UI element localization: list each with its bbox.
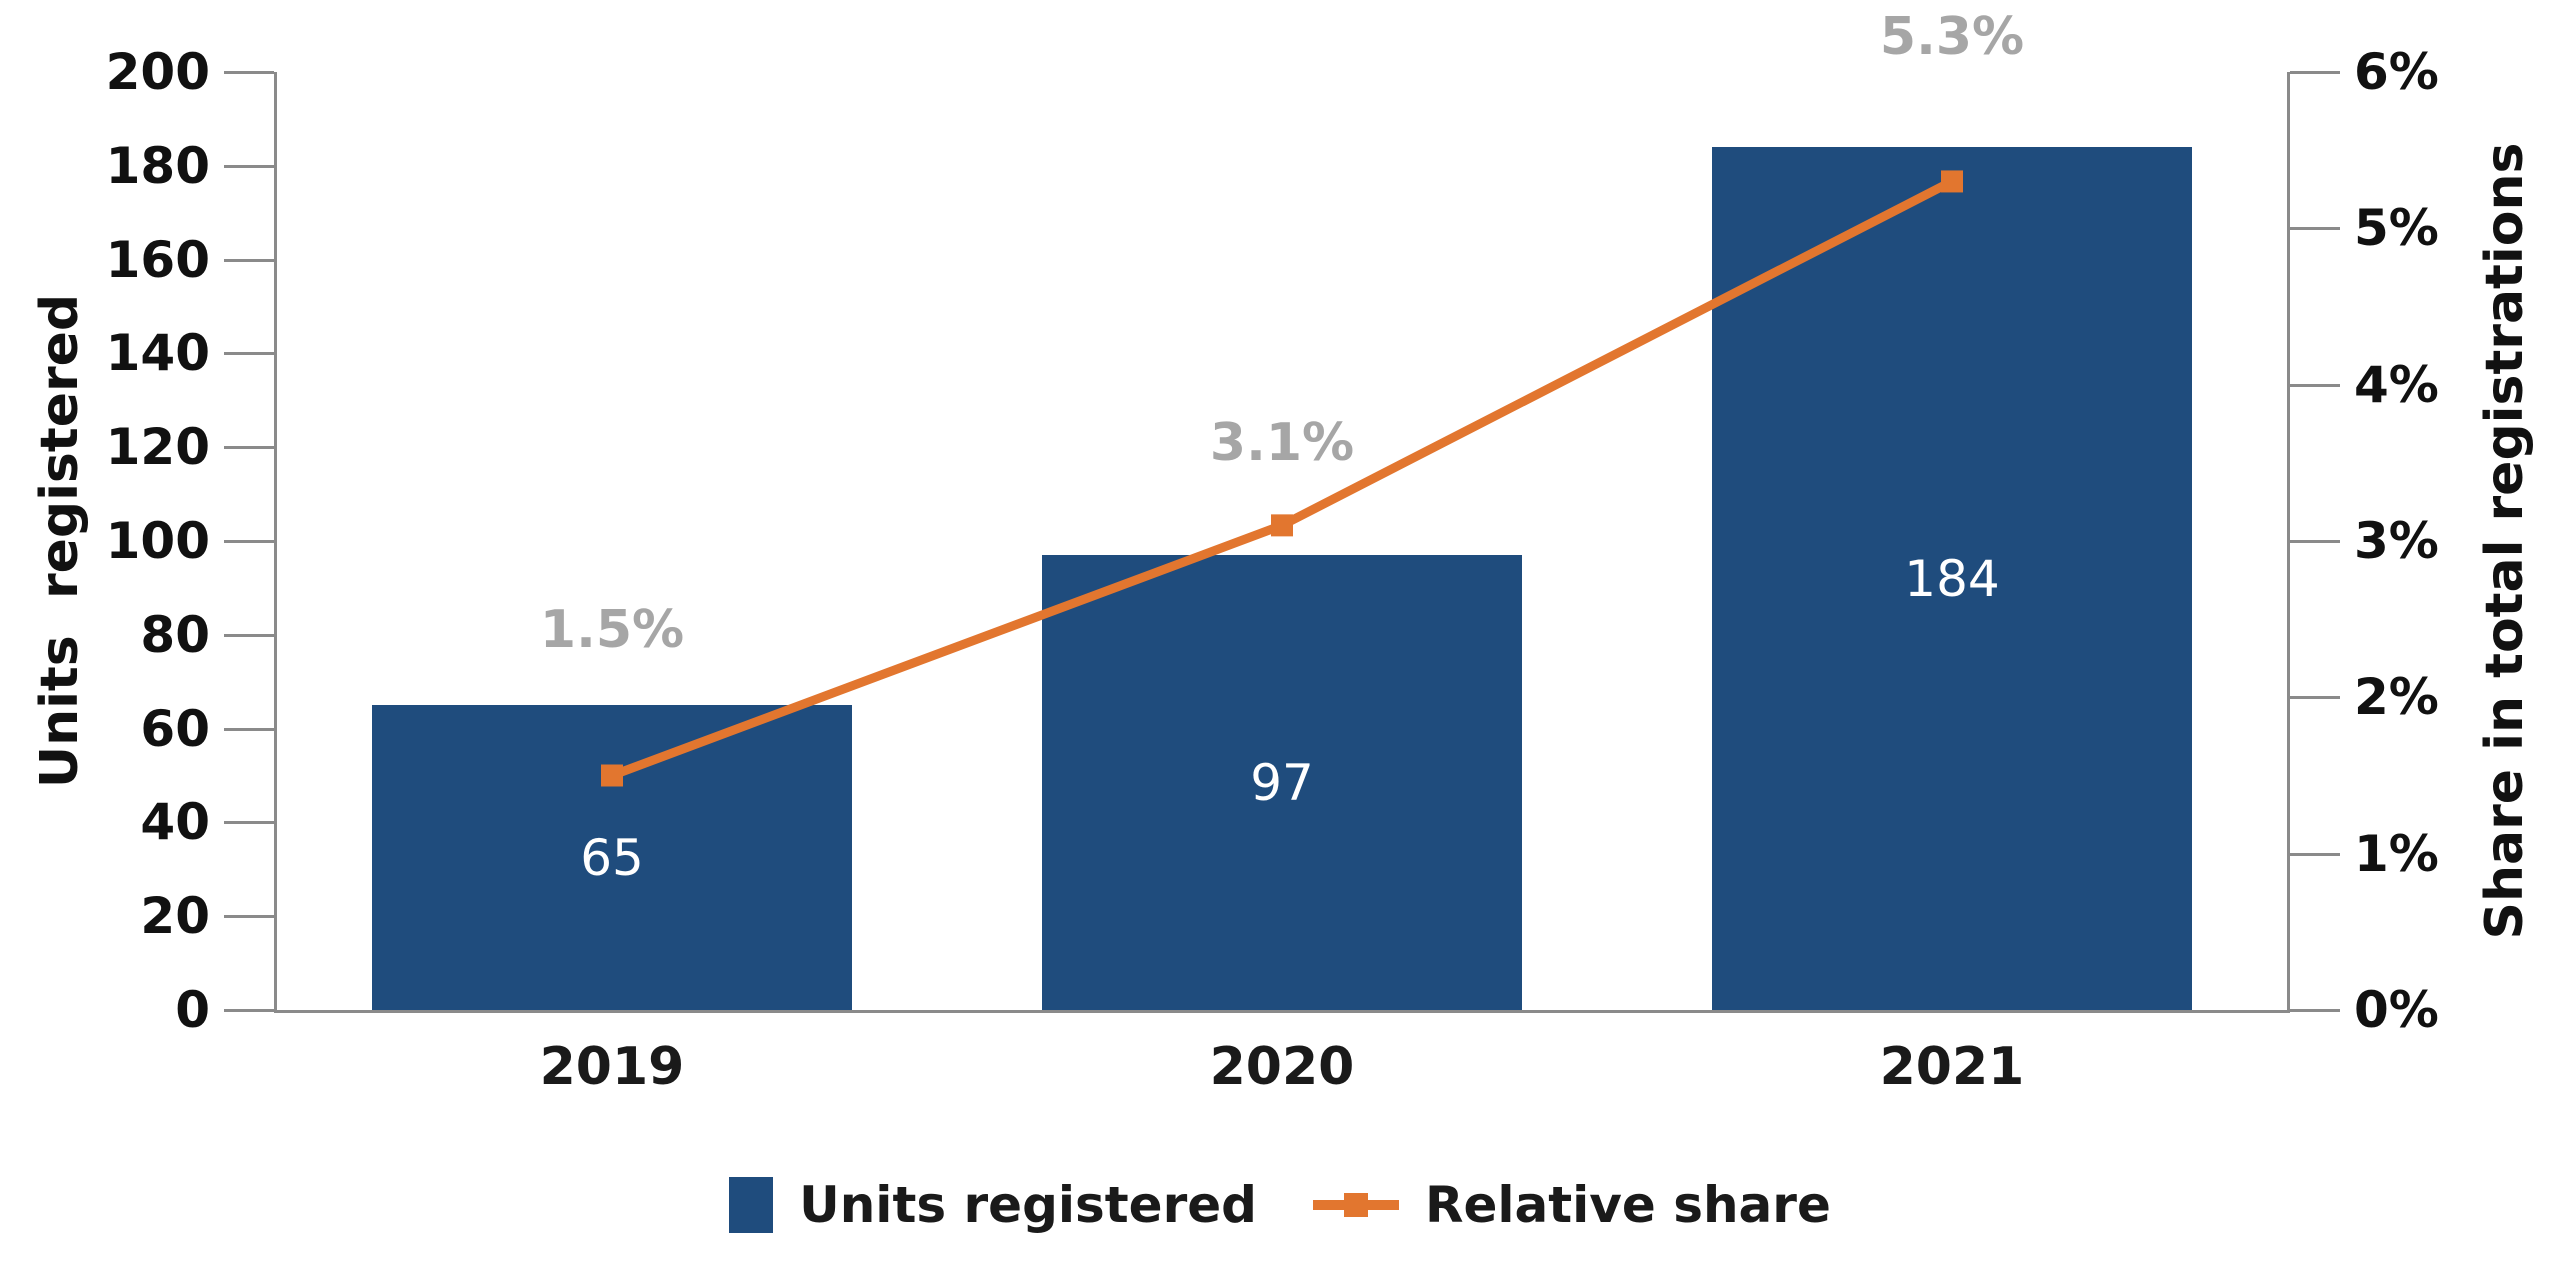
left-axis-tick bbox=[224, 352, 274, 356]
right-axis-tick bbox=[2290, 852, 2340, 856]
bar-data-label: 65 bbox=[580, 828, 644, 887]
x-axis-category-label: 2020 bbox=[1209, 1037, 1355, 1097]
left-axis-tick-label: 120 bbox=[105, 418, 210, 477]
left-axis-tick-label: 140 bbox=[105, 324, 210, 383]
left-axis-tick-label: 20 bbox=[140, 887, 210, 946]
bar-units-registered bbox=[1042, 555, 1522, 1010]
right-axis-tick-label: 3% bbox=[2354, 512, 2439, 570]
right-axis-tick-label: 6% bbox=[2354, 43, 2439, 101]
legend-label-units-registered: Units registered bbox=[799, 1176, 1257, 1234]
left-axis-tick bbox=[224, 164, 274, 168]
right-axis-tick bbox=[2290, 540, 2340, 543]
line-data-label: 1.5% bbox=[539, 599, 685, 660]
bar-units-registered bbox=[1712, 147, 2192, 1010]
right-axis-tick bbox=[2290, 383, 2340, 387]
left-axis-tick-label: 60 bbox=[140, 699, 210, 758]
x-axis-line bbox=[274, 1010, 2290, 1013]
left-axis-tick bbox=[224, 821, 274, 825]
left-axis-tick bbox=[224, 727, 274, 731]
left-axis-tick-label: 0 bbox=[175, 981, 210, 1039]
left-axis-tick bbox=[224, 258, 274, 262]
right-axis-tick bbox=[2290, 696, 2340, 700]
right-axis-tick bbox=[2290, 71, 2340, 74]
left-axis-tick bbox=[224, 915, 274, 919]
right-axis-tick-label: 4% bbox=[2354, 355, 2439, 414]
relative-share-line bbox=[601, 170, 1963, 787]
line-data-label: 5.3% bbox=[1879, 7, 2025, 68]
right-axis-tick-label: 2% bbox=[2354, 668, 2439, 727]
left-axis-tick-label: 200 bbox=[105, 43, 210, 101]
right-axis-tick-label: 5% bbox=[2354, 199, 2439, 258]
legend: Units registered Relative share bbox=[0, 1160, 2560, 1250]
right-axis-line bbox=[2287, 72, 2290, 1010]
bar-units-registered bbox=[372, 705, 852, 1010]
x-axis-category-label: 2019 bbox=[539, 1037, 685, 1097]
right-axis-tick bbox=[2290, 1009, 2340, 1012]
right-axis-title: Share in total registrations bbox=[2475, 142, 2535, 940]
legend-label-relative-share: Relative share bbox=[1424, 1176, 1831, 1234]
line-data-label: 3.1% bbox=[1209, 413, 1355, 474]
left-axis-tick bbox=[224, 633, 274, 637]
line-series-marker-icon bbox=[1312, 1193, 1399, 1217]
left-axis-tick bbox=[224, 1009, 274, 1012]
left-axis-tick-label: 160 bbox=[105, 230, 210, 289]
bar-data-label: 97 bbox=[1250, 753, 1314, 812]
left-axis-tick-label: 80 bbox=[140, 605, 210, 664]
left-axis-tick-label: 180 bbox=[105, 136, 210, 195]
bar-series-swatch-icon bbox=[729, 1177, 774, 1233]
left-axis-tick-label: 100 bbox=[105, 512, 210, 570]
right-axis-tick-label: 0% bbox=[2354, 981, 2439, 1039]
left-axis-tick-label: 40 bbox=[140, 793, 210, 852]
left-axis-tick bbox=[224, 71, 274, 74]
legend-item-relative-share: Relative share bbox=[1312, 1176, 1831, 1234]
line-marker bbox=[1271, 514, 1293, 537]
right-axis-tick-label: 1% bbox=[2354, 824, 2439, 883]
left-axis-tick bbox=[224, 446, 274, 450]
line-marker bbox=[1941, 170, 1963, 193]
right-axis-tick bbox=[2290, 227, 2340, 231]
legend-item-units-registered: Units registered bbox=[729, 1176, 1257, 1234]
line-marker bbox=[601, 764, 623, 787]
left-axis-line bbox=[274, 72, 277, 1010]
x-axis-category-label: 2021 bbox=[1879, 1037, 2025, 1097]
left-axis-tick bbox=[224, 540, 274, 543]
bar-data-label: 184 bbox=[1904, 549, 2000, 608]
